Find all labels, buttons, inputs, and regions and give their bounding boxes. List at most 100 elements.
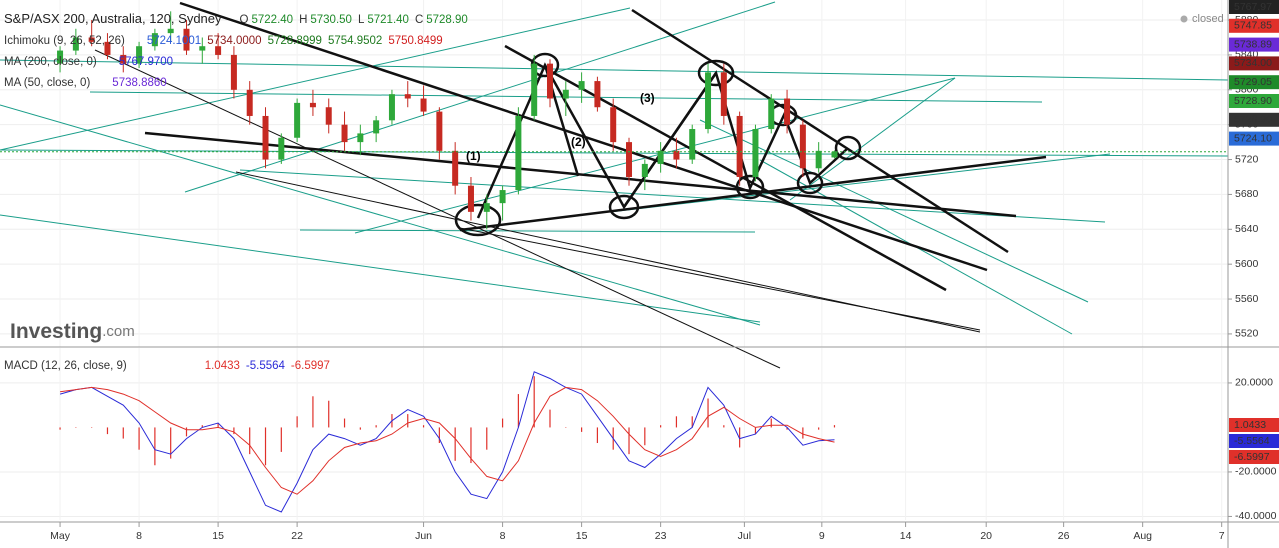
x-tick-label: Jun: [415, 530, 432, 542]
candle-body: [404, 94, 411, 99]
macd-line: [60, 386, 835, 495]
histogram-bar: [264, 427, 267, 466]
ohlc-key: C: [415, 14, 423, 26]
candle-body: [309, 102, 316, 108]
histogram-bar: [501, 418, 504, 428]
price-badge: [1229, 131, 1279, 146]
trend-line: [144, 131, 1017, 218]
candle-body: [215, 46, 222, 55]
ellipse: [735, 174, 765, 200]
wave-label: (2): [571, 135, 586, 149]
status: closed: [1192, 13, 1224, 25]
brand: Investing.com: [10, 320, 135, 343]
macd-line: [59, 371, 835, 513]
x-tick-label: 20: [980, 530, 992, 542]
wave-label: (3): [640, 91, 655, 105]
price-badge: [1229, 56, 1279, 71]
price-badge-label: 5738.89: [1234, 38, 1272, 50]
indicator-name: Ichimoku (9, 26, 52, 26): [4, 35, 125, 47]
candle-body: [120, 54, 127, 64]
macd-legend: MACD (12, 26, close, 9) 1.0433 -5.5564 -6.5…: [4, 360, 330, 372]
candle-body: [278, 137, 285, 160]
candle-body: [199, 46, 206, 51]
macd-value: -5.5564: [246, 360, 286, 372]
trend-line: [184, 1, 776, 193]
brand-suffix: .com: [102, 323, 135, 340]
candle-body: [578, 81, 585, 90]
candle-body: [768, 98, 775, 130]
price-badge-label: 5729.05: [1234, 76, 1272, 88]
candle-body: [657, 150, 664, 164]
marks: [0, 11, 1228, 513]
indicator-value: 5767.9700: [119, 56, 173, 68]
trend-line: [459, 227, 981, 331]
x-tick-label: 22: [291, 530, 303, 542]
candle-body: [88, 37, 95, 42]
trend-line: [0, 149, 1229, 157]
histogram-bar: [438, 427, 440, 444]
histogram-bar: [422, 425, 425, 428]
trend-line: [609, 153, 1111, 213]
histogram-bar: [233, 427, 235, 435]
histogram-bar: [723, 425, 725, 428]
candle-body: [57, 50, 64, 64]
y-tick-label: -40.0000: [1235, 510, 1277, 522]
candle-body: [483, 203, 490, 212]
candle-body: [799, 124, 806, 169]
y-tick-label: 5640: [1235, 223, 1259, 235]
candle-body: [72, 37, 79, 51]
trend-line: [504, 44, 947, 292]
y-tick-label: 5560: [1235, 293, 1259, 305]
price-badge: [1229, 18, 1279, 33]
candle-body: [183, 28, 190, 51]
histogram-bar: [91, 427, 93, 428]
histogram-bar: [375, 425, 377, 428]
price-badge-label: 5728.90: [1234, 114, 1272, 126]
candle-body: [262, 115, 269, 160]
histogram-bar: [770, 418, 772, 428]
candle-body: [720, 72, 727, 116]
ellipse: [834, 135, 862, 161]
histogram-bar: [280, 427, 282, 452]
histogram-bar: [707, 398, 709, 428]
histogram-bar: [691, 416, 693, 428]
trend-line: [0, 7, 631, 151]
legend: S&P/ASX 200, Australia, 120, Sydney O 5722…: [4, 11, 468, 372]
histogram-bar: [185, 427, 188, 437]
y-tick-label: -20.0000: [1235, 466, 1277, 478]
histogram-bar: [754, 427, 757, 435]
candle-body: [626, 142, 633, 177]
trend-line: [699, 119, 1089, 303]
indicator-value: 5754.9502: [328, 35, 382, 47]
histogram-bar: [312, 396, 314, 428]
price-badge: [1229, 37, 1279, 52]
candle-body: [325, 107, 332, 125]
macd-badge: [1229, 418, 1279, 432]
price-badge: [1229, 0, 1279, 14]
indicator-legend: Ichimoku (9, 26, 52, 26) 5724.1001 5734.00…: [4, 35, 443, 47]
histogram-bar: [581, 427, 583, 432]
histogram-bar: [217, 422, 219, 428]
histogram-bar: [470, 427, 472, 464]
candle-body: [452, 150, 459, 186]
histogram-bar: [517, 394, 519, 428]
ellipse: [796, 171, 824, 195]
candle-body: [388, 94, 395, 121]
candle-body: [357, 133, 364, 143]
trend-line: [459, 155, 1047, 232]
ellipse: [697, 59, 735, 87]
indicator-value: 5728.8999: [268, 35, 322, 47]
indicator-name: MA (50, close, 0): [4, 77, 90, 89]
indicator-legend: MA (50, close, 0) 5738.8860: [4, 77, 167, 89]
histogram-bar: [201, 425, 203, 428]
wave-label: (1): [466, 149, 481, 163]
x-tick-label: 23: [655, 530, 667, 542]
trend-line: [94, 49, 781, 369]
price-badge-label: 5724.10: [1234, 132, 1272, 144]
axes: 5880584058005760572056805640560055605520…: [50, 0, 1279, 542]
x-tick-label: 8: [136, 530, 142, 542]
candle-body: [673, 150, 680, 160]
candle-body: [784, 98, 791, 125]
